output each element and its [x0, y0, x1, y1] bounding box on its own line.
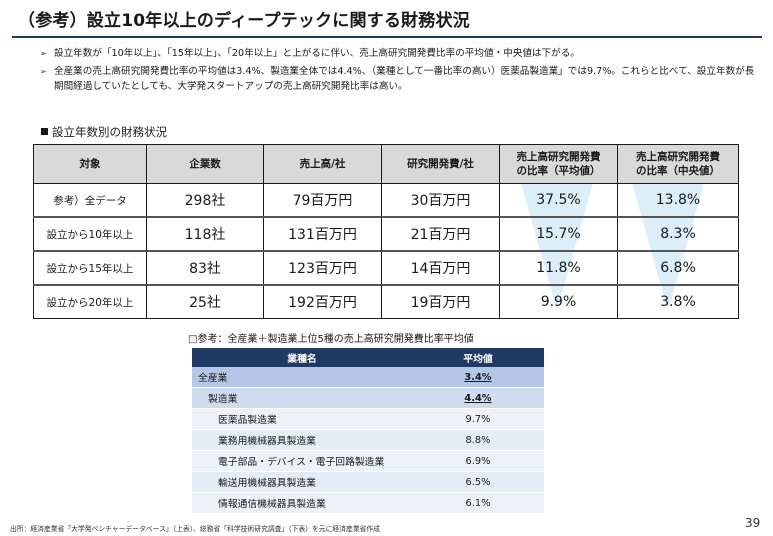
industry-ratio-value: 8.8% — [412, 429, 544, 451]
table-cell: 25社 — [146, 285, 264, 319]
table-row: 参考）全データ 298社 79百万円 30百万円 37.5% 13.8% — [33, 183, 739, 218]
table-cell: 83社 — [146, 251, 264, 286]
industry-name: 医薬品製造業 — [192, 408, 412, 430]
summary-bullets: ➢ 設立年数が「10年以上」、「15年以上」、「20年以上」と上がるに伴い、売上… — [40, 46, 760, 97]
column-header: 売上高研究開発費 の比率（平均値） — [499, 144, 618, 184]
table-cell: 15.7% — [499, 217, 618, 252]
table-cell: 14百万円 — [381, 251, 500, 286]
industry-ratio-table: 業種名 平均値 全産業 3.4% 製造業 4.4% 医薬品製造業 9.7% 業務用機械器具製… — [192, 348, 544, 514]
table-row: 業務用機械器具製造業 8.8% — [192, 429, 544, 451]
industry-name: 電子部品・デバイス・電子回路製造業 — [192, 450, 412, 472]
industry-ratio-value: 6.9% — [412, 450, 544, 472]
industry-name: 業務用機械器具製造業 — [192, 429, 412, 451]
row-label: 設立から15年以上 — [33, 251, 147, 286]
table-header-row: 業種名 平均値 — [192, 348, 544, 367]
bullet-text: 全産業の売上高研究開発費比率の平均値は3.4%、製造業全体では4.4%、（業種と… — [54, 66, 755, 92]
table-row: 設立から20年以上 25社 192百万円 19百万円 9.9% 3.8% — [33, 285, 739, 319]
column-header: 売上高研究開発費 の比率（中央値） — [617, 144, 739, 184]
table-cell: 8.3% — [617, 217, 739, 252]
title-divider — [12, 36, 762, 38]
table-cell: 118社 — [146, 217, 264, 252]
table-row: 設立から10年以上 118社 131百万円 21百万円 15.7% 8.3% — [33, 217, 739, 252]
square-bullet-icon — [41, 128, 48, 135]
row-label: 設立から20年以上 — [33, 285, 147, 319]
table-cell: 192百万円 — [263, 285, 382, 319]
row-label: 設立から10年以上 — [33, 217, 147, 252]
table-cell: 79百万円 — [263, 183, 382, 218]
bullet-item: ➢ 全産業の売上高研究開発費比率の平均値は3.4%、製造業全体では4.4%、（業… — [40, 64, 760, 94]
industry-ratio-value: 9.7% — [412, 408, 544, 430]
table-cell: 131百万円 — [263, 217, 382, 252]
table-row: 情報通信機械器具製造業 6.1% — [192, 492, 544, 514]
industry-ratio-value: 6.1% — [412, 492, 544, 514]
table-cell: 11.8% — [499, 251, 618, 286]
table-cell: 21百万円 — [381, 217, 500, 252]
industry-name: 情報通信機械器具製造業 — [192, 492, 412, 514]
industry-ratio-value: 6.5% — [412, 471, 544, 493]
source-note: 出所：経済産業省「大学発ベンチャーデータベース」（上表）、総務省「科学技術研究調… — [10, 525, 381, 533]
table-cell: 37.5% — [499, 183, 618, 218]
arrow-bullet-icon: ➢ — [40, 49, 47, 58]
column-header: 企業数 — [146, 144, 264, 184]
table-row: 電子部品・デバイス・電子回路製造業 6.9% — [192, 450, 544, 472]
page-number: 39 — [745, 516, 761, 530]
table-cell: 9.9% — [499, 285, 618, 319]
row-label: 参考）全データ — [33, 183, 147, 218]
bullet-item: ➢ 設立年数が「10年以上」、「15年以上」、「20年以上」と上がるに伴い、売上… — [40, 46, 760, 61]
page-title: （参考）設立10年以上のディープテックに関する財務状況 — [18, 11, 470, 31]
column-header: 平均値 — [412, 348, 544, 367]
column-header: 研究開発費/社 — [381, 144, 500, 184]
table-row: 全産業 3.4% — [192, 367, 544, 388]
industry-name: 全産業 — [192, 367, 412, 388]
table-cell: 6.8% — [617, 251, 739, 286]
industry-table-title: □参考：全産業＋製造業上位5種の売上高研究開発費比率平均値 — [188, 334, 474, 345]
column-header: 業種名 — [192, 348, 412, 367]
table-row: 製造業 4.4% — [192, 387, 544, 409]
column-header: 対象 — [33, 144, 147, 184]
bullet-text: 設立年数が「10年以上」、「15年以上」、「20年以上」と上がるに伴い、売上高研… — [54, 48, 580, 59]
table-row: 輸送用機械器具製造業 6.5% — [192, 471, 544, 493]
column-header: 売上高/社 — [263, 144, 382, 184]
financial-status-table: 対象 企業数 売上高/社 研究開発費/社 売上高研究開発費 の比率（平均値） 売… — [33, 144, 739, 319]
section-heading: 設立年数別の財務状況 — [41, 124, 167, 140]
industry-name: 輸送用機械器具製造業 — [192, 471, 412, 493]
industry-name: 製造業 — [192, 387, 412, 409]
table-header-row: 対象 企業数 売上高/社 研究開発費/社 売上高研究開発費 の比率（平均値） 売… — [33, 144, 739, 184]
industry-ratio-value: 3.4% — [412, 367, 544, 388]
table-cell: 19百万円 — [381, 285, 500, 319]
table-cell: 298社 — [146, 183, 264, 218]
table-cell: 123百万円 — [263, 251, 382, 286]
table-row: 設立から15年以上 83社 123百万円 14百万円 11.8% 6.8% — [33, 251, 739, 286]
industry-ratio-value: 4.4% — [412, 387, 544, 409]
arrow-bullet-icon: ➢ — [40, 67, 47, 76]
table-cell: 13.8% — [617, 183, 739, 218]
table-cell: 30百万円 — [381, 183, 500, 218]
section-label: 設立年数別の財務状況 — [52, 125, 167, 139]
table-row: 医薬品製造業 9.7% — [192, 408, 544, 430]
table-cell: 3.8% — [617, 285, 739, 319]
